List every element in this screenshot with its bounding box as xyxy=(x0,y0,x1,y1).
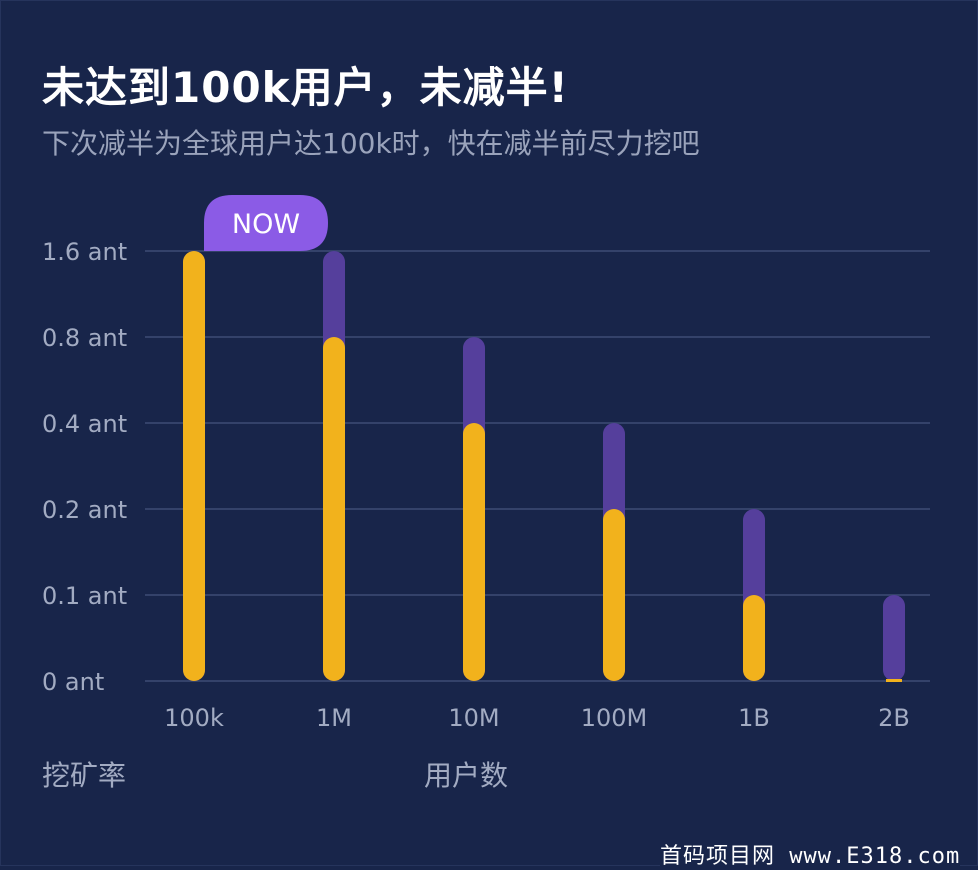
x-tick-label: 1M xyxy=(316,704,352,732)
bar-previous-rate xyxy=(883,595,905,681)
x-tick-label: 100M xyxy=(581,704,648,732)
x-tick-label: 1B xyxy=(738,704,770,732)
bar-current-rate xyxy=(323,337,345,681)
bar-current-rate xyxy=(463,423,485,681)
y-tick-label: 0.8 ant xyxy=(42,324,127,352)
watermark: 首码项目网 www.E318.com xyxy=(660,838,961,870)
y-tick-label: 0.2 ant xyxy=(42,496,127,524)
x-axis-title: 用户数 xyxy=(424,759,509,792)
page-subtitle: 下次减半为全球用户达100k时，快在减半前尽力挖吧 xyxy=(42,127,700,160)
now-badge xyxy=(204,195,328,251)
y-tick-label: 0.4 ant xyxy=(42,410,127,438)
page-title: 未达到100k用户，未减半! xyxy=(42,63,569,112)
y-tick-label: 0.1 ant xyxy=(42,582,127,610)
y-axis-title: 挖矿率 xyxy=(42,759,127,792)
x-tick-label: 100k xyxy=(164,704,224,732)
y-tick-label: 1.6 ant xyxy=(42,238,127,266)
bar-current-rate xyxy=(603,509,625,681)
x-tick-label: 10M xyxy=(448,704,499,732)
now-badge-label: NOW xyxy=(232,209,300,240)
y-tick-label: 0 ant xyxy=(42,668,104,696)
bar-current-rate xyxy=(183,251,205,681)
bar-current-rate xyxy=(886,679,902,682)
bar-current-rate xyxy=(743,595,765,681)
x-tick-label: 2B xyxy=(878,704,910,732)
